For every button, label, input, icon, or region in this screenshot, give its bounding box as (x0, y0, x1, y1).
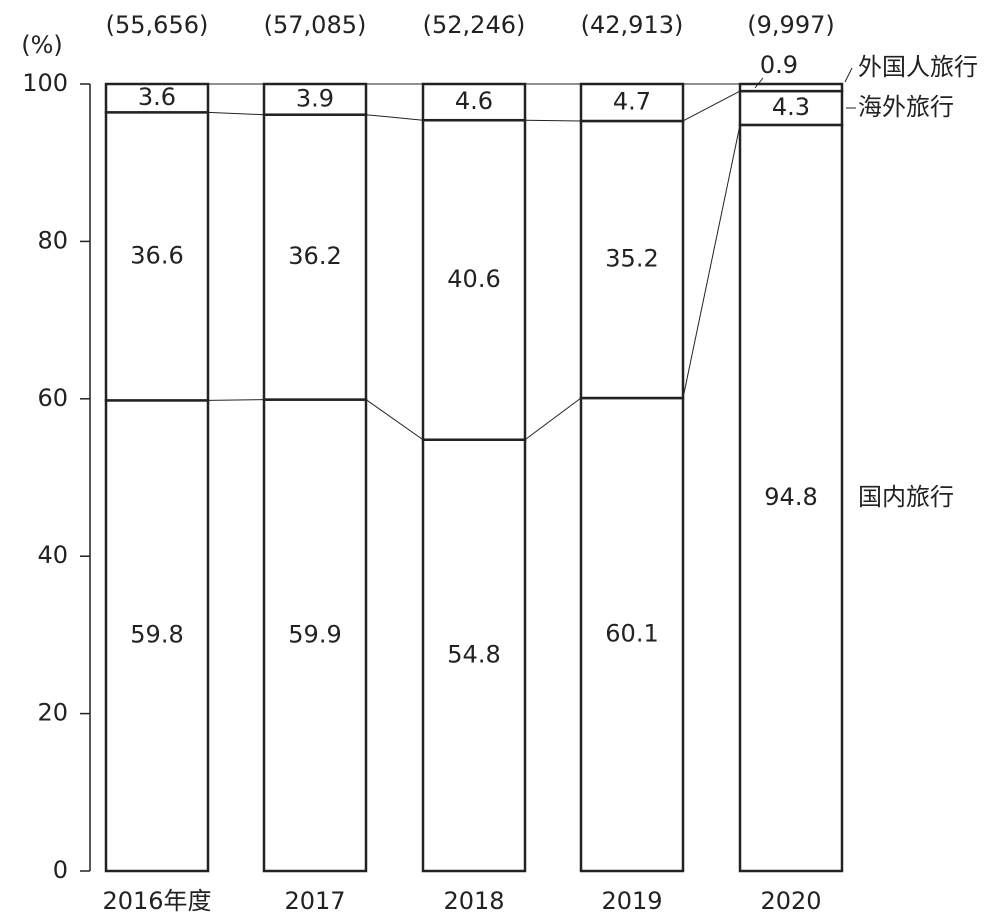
bar-segment (104, 111, 210, 402)
bar-segment (262, 113, 368, 401)
y-tick-label: 100 (22, 69, 68, 97)
value-label: 59.8 (130, 621, 183, 649)
total-label: (52,246) (423, 11, 526, 39)
connector (365, 399, 424, 441)
bar-segment (579, 396, 685, 873)
value-label: 4.6 (455, 87, 493, 115)
connector (524, 119, 582, 122)
bar-segment (421, 118, 527, 441)
total-label: (9,997) (747, 11, 834, 39)
total-label: (57,085) (264, 11, 367, 39)
value-label: 4.7 (613, 87, 651, 115)
y-tick-label: 20 (37, 699, 68, 727)
total-label: (42,913) (581, 11, 684, 39)
value-label: 94.8 (764, 483, 817, 511)
bar-segment (262, 82, 368, 116)
legend-label: 国内旅行 (858, 483, 954, 511)
bar-segment (104, 82, 210, 114)
y-axis-label: (%) (21, 31, 63, 59)
connector (682, 90, 741, 122)
connector (524, 397, 582, 441)
value-label: 3.6 (138, 83, 176, 111)
value-label: 60.1 (605, 620, 658, 648)
x-tick-label: 2018 (443, 887, 504, 915)
connector (365, 114, 424, 121)
bar-segment (579, 119, 685, 400)
leader-line (844, 67, 853, 83)
bar-segment (579, 82, 685, 123)
bar-segment (421, 82, 527, 122)
value-label: 36.2 (288, 242, 341, 270)
bar-segment (738, 82, 844, 93)
y-tick-label: 80 (37, 226, 68, 254)
value-label: 3.9 (296, 84, 334, 112)
value-label: 40.6 (447, 265, 500, 293)
connector (207, 111, 265, 116)
value-label: 54.8 (447, 640, 500, 668)
leader-line (754, 77, 764, 89)
x-tick-label: 2019 (601, 887, 662, 915)
value-label: 0.9 (760, 51, 798, 79)
y-tick-label: 60 (37, 384, 68, 412)
value-label: 4.3 (772, 93, 810, 121)
value-label: 59.9 (288, 620, 341, 648)
y-tick-label: 40 (37, 541, 68, 569)
bar-segment (104, 399, 210, 873)
connector (207, 399, 265, 401)
bar-segment (262, 398, 368, 873)
total-label: (55,656) (106, 11, 209, 39)
bar-segment (738, 123, 844, 873)
x-tick-label: 2017 (284, 887, 345, 915)
legend-label: 海外旅行 (858, 93, 954, 121)
value-label: 36.6 (130, 241, 183, 269)
y-tick-label: 0 (53, 856, 68, 884)
x-tick-label: 2020 (760, 887, 821, 915)
x-tick-label: 2016年度 (102, 887, 211, 915)
legend-label: 外国人旅行 (858, 53, 978, 81)
value-label: 35.2 (605, 245, 658, 273)
connector (682, 124, 741, 399)
